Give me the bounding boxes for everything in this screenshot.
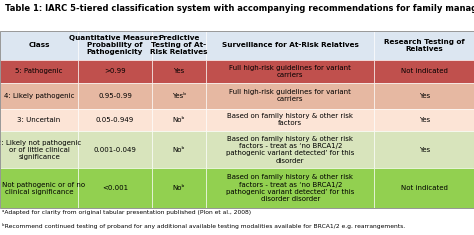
Bar <box>152 31 206 60</box>
Text: Table 1: IARC 5-tiered classification system with accompanying recommendations f: Table 1: IARC 5-tiered classification sy… <box>5 4 474 12</box>
Bar <box>152 168 206 208</box>
Bar <box>374 131 474 168</box>
Text: Not indicated: Not indicated <box>401 68 447 74</box>
Text: 3: Uncertain: 3: Uncertain <box>18 117 61 123</box>
Text: Noᵇ: Noᵇ <box>173 117 185 123</box>
Text: Quantitative Measure:
Probability of
Pathogenicity: Quantitative Measure: Probability of Pat… <box>69 35 161 55</box>
Bar <box>0 109 78 131</box>
Text: 1: Not pathogenic or of no
clinical significance: 1: Not pathogenic or of no clinical sign… <box>0 182 85 195</box>
Bar <box>0 60 78 82</box>
Text: 5: Pathogenic: 5: Pathogenic <box>15 68 63 74</box>
Text: Not indicated: Not indicated <box>401 185 447 191</box>
Bar <box>0 131 78 168</box>
Bar <box>206 60 374 82</box>
Bar <box>0 31 474 208</box>
Bar <box>152 60 206 82</box>
Bar <box>78 60 152 82</box>
Bar <box>374 168 474 208</box>
Text: Surveillance for At-Risk Relatives: Surveillance for At-Risk Relatives <box>222 42 359 48</box>
Bar <box>206 131 374 168</box>
Text: Based on family history & other risk
factors: Based on family history & other risk fac… <box>228 113 353 126</box>
Text: 0.95-0.99: 0.95-0.99 <box>98 93 132 98</box>
Text: 0.05-0.949: 0.05-0.949 <box>96 117 134 123</box>
Bar <box>206 109 374 131</box>
Text: >0.99: >0.99 <box>104 68 126 74</box>
Bar <box>374 82 474 109</box>
Text: ᵃAdapted for clarity from original tabular presentation published (Plon et al., : ᵃAdapted for clarity from original tabul… <box>2 210 252 215</box>
Bar <box>374 60 474 82</box>
Bar <box>78 31 152 60</box>
Bar <box>152 131 206 168</box>
Bar <box>206 168 374 208</box>
Bar <box>0 82 78 109</box>
Text: 0.001-0.049: 0.001-0.049 <box>93 147 137 153</box>
Text: Full high-risk guidelines for variant
carriers: Full high-risk guidelines for variant ca… <box>229 89 351 102</box>
Bar <box>0 31 78 60</box>
Text: Full high-risk guidelines for variant
carriers: Full high-risk guidelines for variant ca… <box>229 65 351 78</box>
Bar <box>78 131 152 168</box>
Bar <box>0 168 78 208</box>
Text: 4: Likely pathogenic: 4: Likely pathogenic <box>4 93 74 98</box>
Text: Research Testing of
Relatives: Research Testing of Relatives <box>384 39 465 52</box>
Bar <box>78 168 152 208</box>
Text: Noᵇ: Noᵇ <box>173 185 185 191</box>
Bar <box>374 31 474 60</box>
Bar <box>78 109 152 131</box>
Text: Based on family history & other risk
factors - treat as ‘no BRCA1/2
pathogenic v: Based on family history & other risk fac… <box>226 174 355 202</box>
Bar <box>78 82 152 109</box>
Text: Class: Class <box>28 42 50 48</box>
Bar <box>374 109 474 131</box>
Bar <box>152 109 206 131</box>
Text: Yes: Yes <box>419 117 430 123</box>
Bar <box>206 82 374 109</box>
Text: Yesᵇ: Yesᵇ <box>172 93 186 98</box>
Bar <box>152 82 206 109</box>
Text: Predictive
Testing of At-
Risk Relatives: Predictive Testing of At- Risk Relatives <box>150 35 208 55</box>
Bar <box>206 31 374 60</box>
Text: Yes: Yes <box>419 147 430 153</box>
Text: Yes: Yes <box>173 68 184 74</box>
Text: Noᵇ: Noᵇ <box>173 147 185 153</box>
Text: ᵇRecommend continued testing of proband for any additional available testing mod: ᵇRecommend continued testing of proband … <box>2 223 405 229</box>
Text: 2: Likely not pathogenic
or of little clinical
significance: 2: Likely not pathogenic or of little cl… <box>0 140 81 160</box>
Text: Based on family history & other risk
factors - treat as ‘no BRCA1/2
pathogenic v: Based on family history & other risk fac… <box>226 136 355 164</box>
Text: <0.001: <0.001 <box>102 185 128 191</box>
Text: Yes: Yes <box>419 93 430 98</box>
